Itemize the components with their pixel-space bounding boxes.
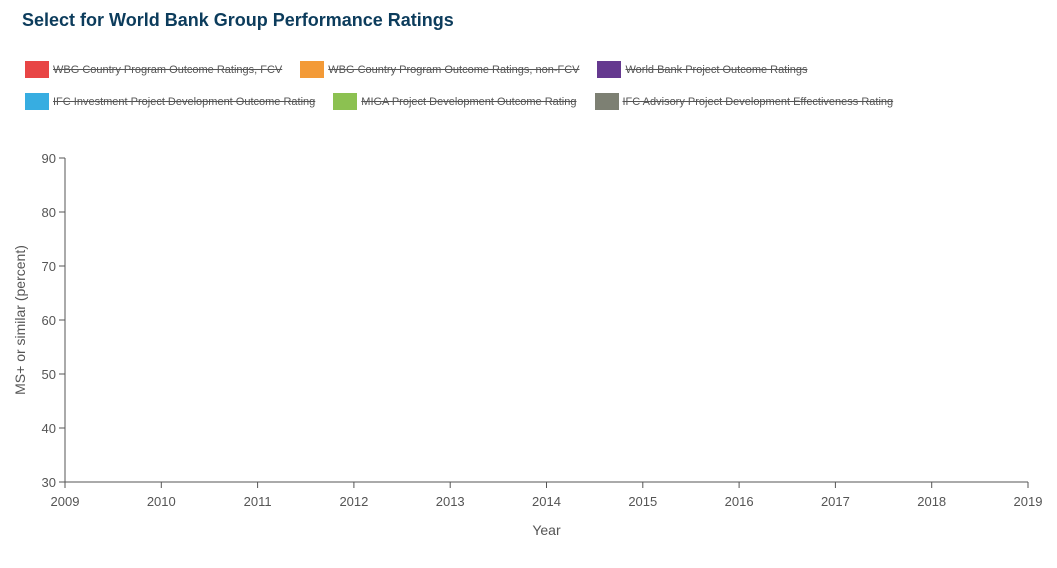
- y-axis-title: MS+ or similar (percent): [12, 245, 28, 395]
- legend-item-miga[interactable]: MIGA Project Development Outcome Rating: [333, 93, 577, 110]
- x-tick-label: 2015: [628, 494, 657, 509]
- y-tick-label: 80: [42, 205, 56, 220]
- legend-row-1: WBG Country Program Outcome Ratings, FCV…: [25, 61, 825, 78]
- legend-swatch: [25, 93, 49, 110]
- x-tick-label: 2014: [532, 494, 561, 509]
- x-axis-ticks: 2009 2010 2011 2012 2013 2014 2015 2016 2017 2018…: [51, 482, 1043, 509]
- legend-label: World Bank Project Outcome Ratings: [625, 63, 808, 76]
- legend-swatch: [597, 61, 622, 78]
- x-tick-label: 2013: [436, 494, 465, 509]
- legend-row-2: IFC Investment Project Development Outco…: [25, 93, 911, 110]
- legend-item-wbg-non-fcv[interactable]: WBG Country Program Outcome Ratings, non…: [300, 61, 579, 78]
- x-tick-label: 2017: [821, 494, 850, 509]
- legend-label: MIGA Project Development Outcome Rating: [361, 95, 577, 108]
- x-tick-label: 2012: [339, 494, 368, 509]
- y-tick-label: 30: [42, 475, 56, 490]
- x-tick-label: 2011: [244, 494, 272, 509]
- x-axis-title: Year: [532, 522, 561, 538]
- legend-item-ifc-advisory[interactable]: IFC Advisory Project Development Effecti…: [594, 93, 894, 110]
- legend-item-wbg-fcv[interactable]: WBG Country Program Outcome Ratings, FCV: [25, 61, 282, 78]
- x-tick-label: 2009: [51, 494, 80, 509]
- legend-swatch: [25, 61, 49, 78]
- chart-title: Select for World Bank Group Performance …: [22, 10, 454, 30]
- legend-swatch: [300, 61, 325, 78]
- y-tick-label: 90: [42, 151, 56, 166]
- legend-label: WBG Country Program Outcome Ratings, FCV: [53, 63, 283, 76]
- x-tick-label: 2016: [725, 494, 754, 509]
- legend-label: IFC Investment Project Development Outco…: [53, 95, 316, 108]
- legend-label: WBG Country Program Outcome Ratings, non…: [328, 63, 580, 76]
- y-axis-ticks: 30 40 50 60 70 80 90: [42, 151, 65, 490]
- x-tick-label: 2018: [917, 494, 946, 509]
- legend-item-wb-project[interactable]: World Bank Project Outcome Ratings: [597, 61, 807, 78]
- legend-item-ifc-investment[interactable]: IFC Investment Project Development Outco…: [25, 93, 315, 110]
- x-tick-label: 2010: [147, 494, 176, 509]
- legend-label: IFC Advisory Project Development Effecti…: [622, 95, 894, 108]
- y-tick-label: 40: [42, 421, 56, 436]
- y-tick-label: 50: [42, 367, 56, 382]
- legend-swatch: [333, 93, 358, 110]
- y-tick-label: 70: [42, 259, 56, 274]
- legend-swatch: [594, 93, 619, 110]
- y-tick-label: 60: [42, 313, 56, 328]
- x-tick-label: 2019: [1014, 494, 1043, 509]
